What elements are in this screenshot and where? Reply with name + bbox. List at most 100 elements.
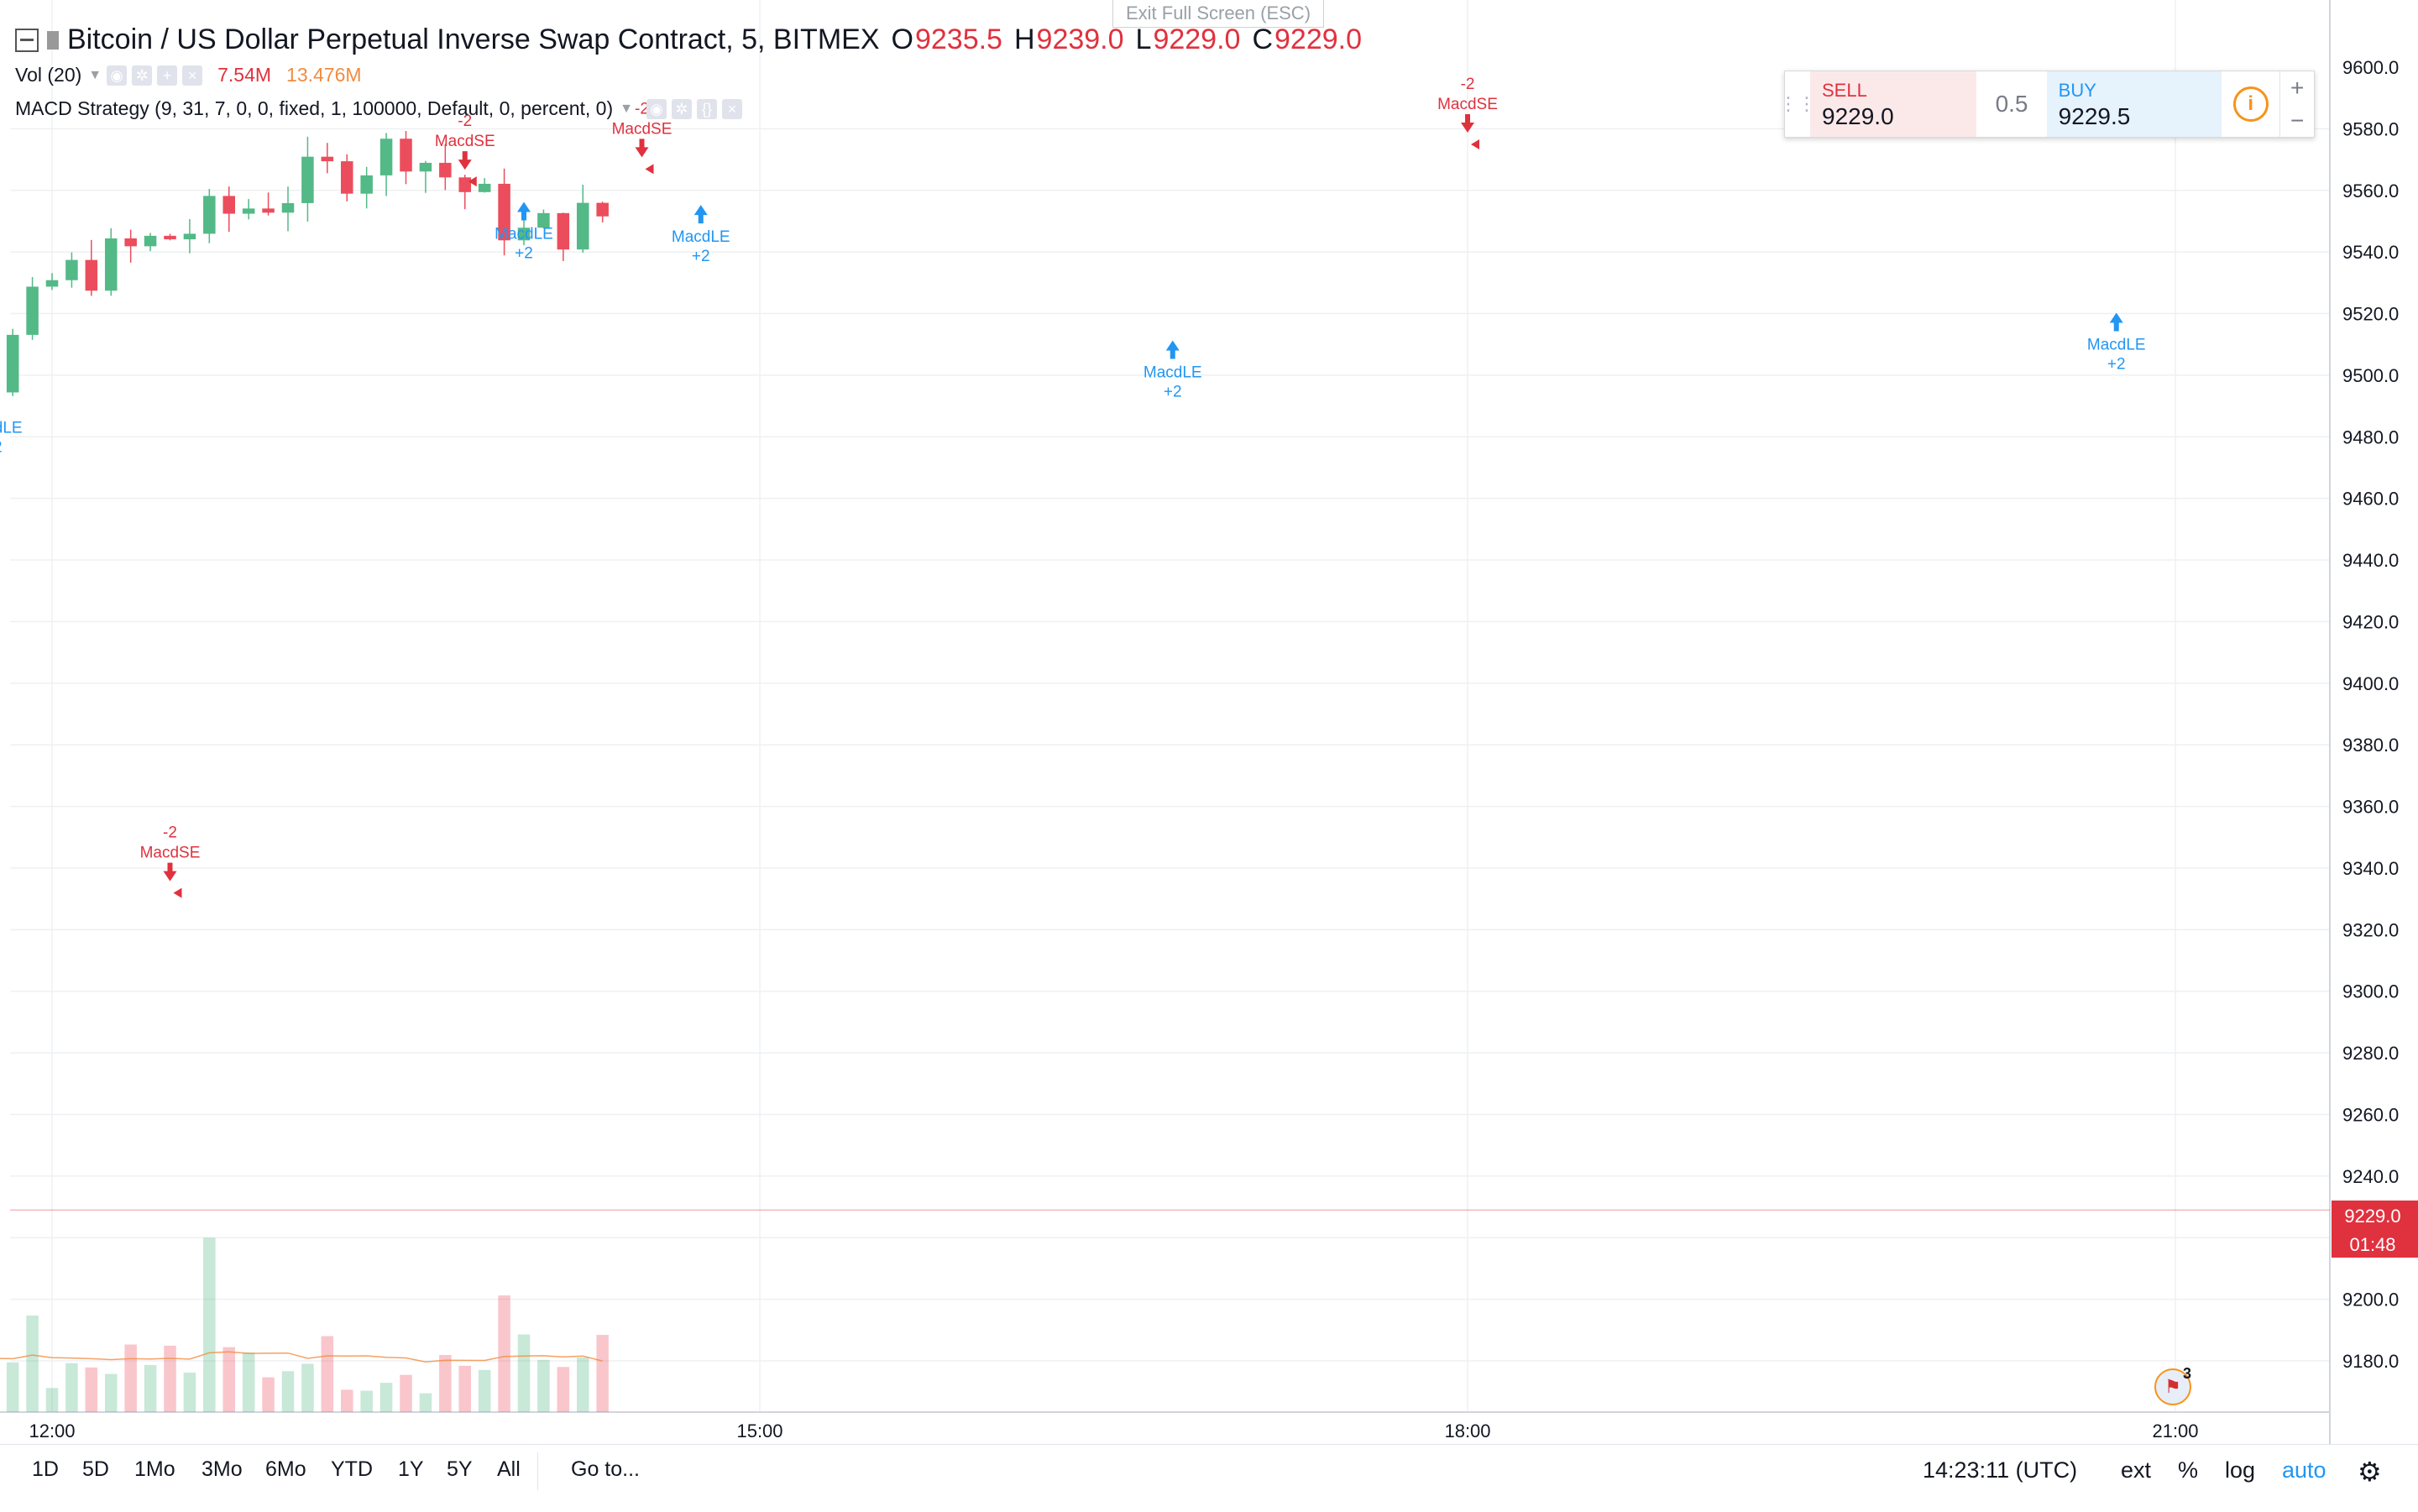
- range-5y-button[interactable]: 5Y: [447, 1457, 473, 1481]
- short-entry-marker[interactable]: -2 MacdSE: [435, 112, 495, 187]
- long-signal-qty: +2: [1164, 384, 1182, 401]
- exit-marker-icon: [1471, 139, 1479, 150]
- trade-signals: -2MacdSEMacdLE+2-2MacdSEMacdLE+2-2MacdSE…: [0, 76, 2146, 898]
- range-3mo-button[interactable]: 3Mo: [202, 1457, 243, 1481]
- price-tick-label: 9460.0: [2342, 489, 2399, 510]
- strategy-legend[interactable]: MACD Strategy (9, 31, 7, 0, 0, fixed, 1,…: [15, 97, 742, 120]
- flag-icon[interactable]: [47, 30, 59, 50]
- candle-body: [124, 238, 137, 247]
- chart-grid: [10, 0, 2330, 1412]
- utc-clock[interactable]: 14:23:11 (UTC): [1923, 1457, 2078, 1483]
- short-signal-qty: -2: [163, 824, 177, 842]
- long-entry-marker[interactable]: MacdLE+2: [495, 201, 553, 262]
- range-1y-button[interactable]: 1Y: [398, 1457, 424, 1481]
- range-all-button[interactable]: All: [497, 1457, 521, 1481]
- arrow-down-icon: [635, 139, 649, 158]
- range-ytd-button[interactable]: YTD: [331, 1457, 373, 1481]
- price-tick-label: 9320.0: [2342, 919, 2399, 940]
- volume-bar: [144, 1364, 157, 1412]
- goto-date-button[interactable]: Go to...: [571, 1457, 640, 1481]
- price-tick-label: 9380.0: [2342, 735, 2399, 756]
- drag-handle-icon[interactable]: ⋮⋮: [1779, 93, 1816, 114]
- volume-bar: [400, 1374, 412, 1412]
- minus-icon[interactable]: −: [2290, 107, 2305, 133]
- source-code-icon[interactable]: {}: [696, 98, 717, 119]
- info-icon: i: [2232, 86, 2269, 122]
- volume-bar: [85, 1367, 98, 1412]
- range-6mo-button[interactable]: 6Mo: [265, 1457, 306, 1481]
- auto-scale-toggle[interactable]: auto: [2282, 1457, 2326, 1483]
- candle-body: [557, 212, 570, 250]
- candle-body: [45, 280, 59, 287]
- arrow-up-icon: [693, 205, 708, 224]
- long-signal-label: MacdLE: [0, 420, 23, 437]
- short-signal-qty: -2: [635, 100, 649, 118]
- volume-legend[interactable]: Vol (20) ▼ ◉ ✲ + × 7.54M 13.476M: [15, 64, 362, 86]
- close-icon[interactable]: ×: [721, 98, 742, 119]
- flag-avatar-icon[interactable]: ⚑: [2154, 1368, 2191, 1405]
- gear-icon[interactable]: ⚙: [2358, 1457, 2382, 1487]
- bar-countdown: 01:48: [2349, 1234, 2395, 1255]
- notification-count: 3: [2183, 1365, 2192, 1382]
- eye-icon[interactable]: ◉: [107, 65, 128, 86]
- ohlc-open-value: 9235.5: [914, 24, 1002, 55]
- volume-bar: [65, 1363, 78, 1412]
- price-tick-label: 9480.0: [2342, 426, 2399, 447]
- long-entry-marker[interactable]: MacdLE+2: [1144, 340, 1202, 401]
- buy-button[interactable]: BUY 9229.5: [2046, 71, 2222, 137]
- gear-icon[interactable]: ✲: [671, 98, 692, 119]
- exit-marker-icon: [173, 887, 182, 898]
- trade-panel: ⋮⋮ SELL 9229.0 0.5 BUY 9229.5 i + −: [1779, 71, 2315, 138]
- price-tick-label: 9520.0: [2342, 304, 2399, 325]
- candle-body: [183, 233, 196, 240]
- volume-bar: [104, 1373, 118, 1412]
- volume-indicator-name[interactable]: Vol (20): [15, 64, 82, 86]
- volume-bar: [321, 1336, 334, 1412]
- short-entry-marker[interactable]: -2 MacdSE: [612, 100, 673, 175]
- exit-marker-icon: [468, 176, 477, 187]
- sell-button[interactable]: SELL 9229.0: [1810, 71, 1977, 137]
- price-tick-label: 9300.0: [2342, 981, 2399, 1002]
- arrow-down-icon: [458, 151, 472, 170]
- candle-body: [537, 212, 550, 228]
- log-scale-toggle[interactable]: log: [2225, 1457, 2256, 1483]
- short-entry-marker[interactable]: -2 MacdSE: [140, 824, 201, 898]
- volume-ma-line: [0, 1351, 603, 1363]
- candle-body: [6, 334, 19, 393]
- volume-bar: [26, 1316, 39, 1412]
- eye-icon[interactable]: ◉: [646, 98, 667, 119]
- long-entry-marker[interactable]: MacdLE+2: [2087, 312, 2146, 374]
- exit-fullscreen-button[interactable]: Exit Full Screen (ESC): [1112, 0, 1324, 28]
- range-1mo-button[interactable]: 1Mo: [134, 1457, 175, 1481]
- close-icon[interactable]: ×: [182, 65, 203, 86]
- chevron-down-icon[interactable]: ▼: [88, 67, 102, 82]
- range-1d-button[interactable]: 1D: [32, 1457, 59, 1481]
- plus-icon[interactable]: +: [2290, 74, 2305, 101]
- collapse-legend-button[interactable]: [15, 28, 39, 52]
- range-5d-button[interactable]: 5D: [82, 1457, 109, 1481]
- chevron-down-icon[interactable]: ▼: [620, 101, 633, 116]
- candle-body: [379, 139, 393, 175]
- time-tick-label: 18:00: [1444, 1420, 1490, 1441]
- volume-bar: [576, 1357, 589, 1412]
- candle-body: [85, 259, 98, 291]
- candle-body: [65, 259, 78, 280]
- gear-icon[interactable]: ✲: [132, 65, 153, 86]
- candle-body: [281, 202, 295, 213]
- price-tick-label: 9340.0: [2342, 858, 2399, 879]
- sell-price: 9229.0: [1822, 103, 1894, 129]
- percent-scale-toggle[interactable]: %: [2178, 1457, 2199, 1483]
- volume-bar: [262, 1377, 275, 1412]
- short-entry-marker[interactable]: -2 MacdSE: [1437, 76, 1498, 150]
- time-tick-label: 15:00: [736, 1420, 782, 1441]
- long-entry-marker[interactable]: MacdLE+2: [0, 396, 23, 457]
- strategy-name[interactable]: MACD Strategy (9, 31, 7, 0, 0, fixed, 1,…: [15, 97, 614, 119]
- long-signal-label: MacdLE: [2087, 337, 2146, 354]
- volume-ma-value: 13.476M: [286, 64, 362, 86]
- short-signal-label: MacdSE: [435, 133, 495, 150]
- long-entry-marker[interactable]: MacdLE+2: [672, 205, 730, 265]
- info-button[interactable]: i: [2222, 71, 2279, 137]
- plus-icon[interactable]: +: [157, 65, 178, 86]
- extended-hours-toggle[interactable]: ext: [2121, 1457, 2152, 1483]
